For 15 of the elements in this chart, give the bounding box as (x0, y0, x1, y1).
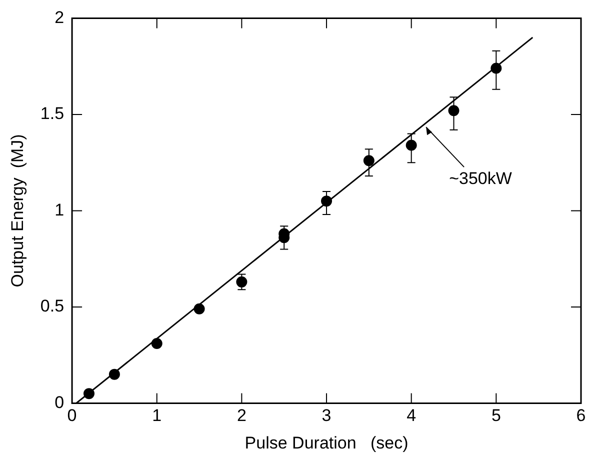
y-axis-title: Output Energy (MJ) (8, 134, 27, 288)
x-tick-label: 6 (576, 406, 586, 426)
y-tick-label: 0.5 (40, 296, 64, 316)
x-tick-label: 5 (491, 406, 501, 426)
x-tick-label: 0 (67, 406, 77, 426)
x-tick-label: 4 (406, 406, 416, 426)
x-axis-title: Pulse Duration (sec) (244, 433, 408, 452)
y-tick-label: 1 (54, 200, 64, 220)
y-tick-label: 1.5 (40, 104, 64, 124)
annotation: ~350kW (449, 168, 512, 188)
y-tick-label: 0 (54, 392, 64, 412)
x-tick-label: 2 (236, 406, 246, 426)
x-tick-label: 1 (152, 406, 162, 426)
x-tick-label: 3 (322, 406, 332, 426)
y-tick-label: 2 (54, 8, 64, 27)
